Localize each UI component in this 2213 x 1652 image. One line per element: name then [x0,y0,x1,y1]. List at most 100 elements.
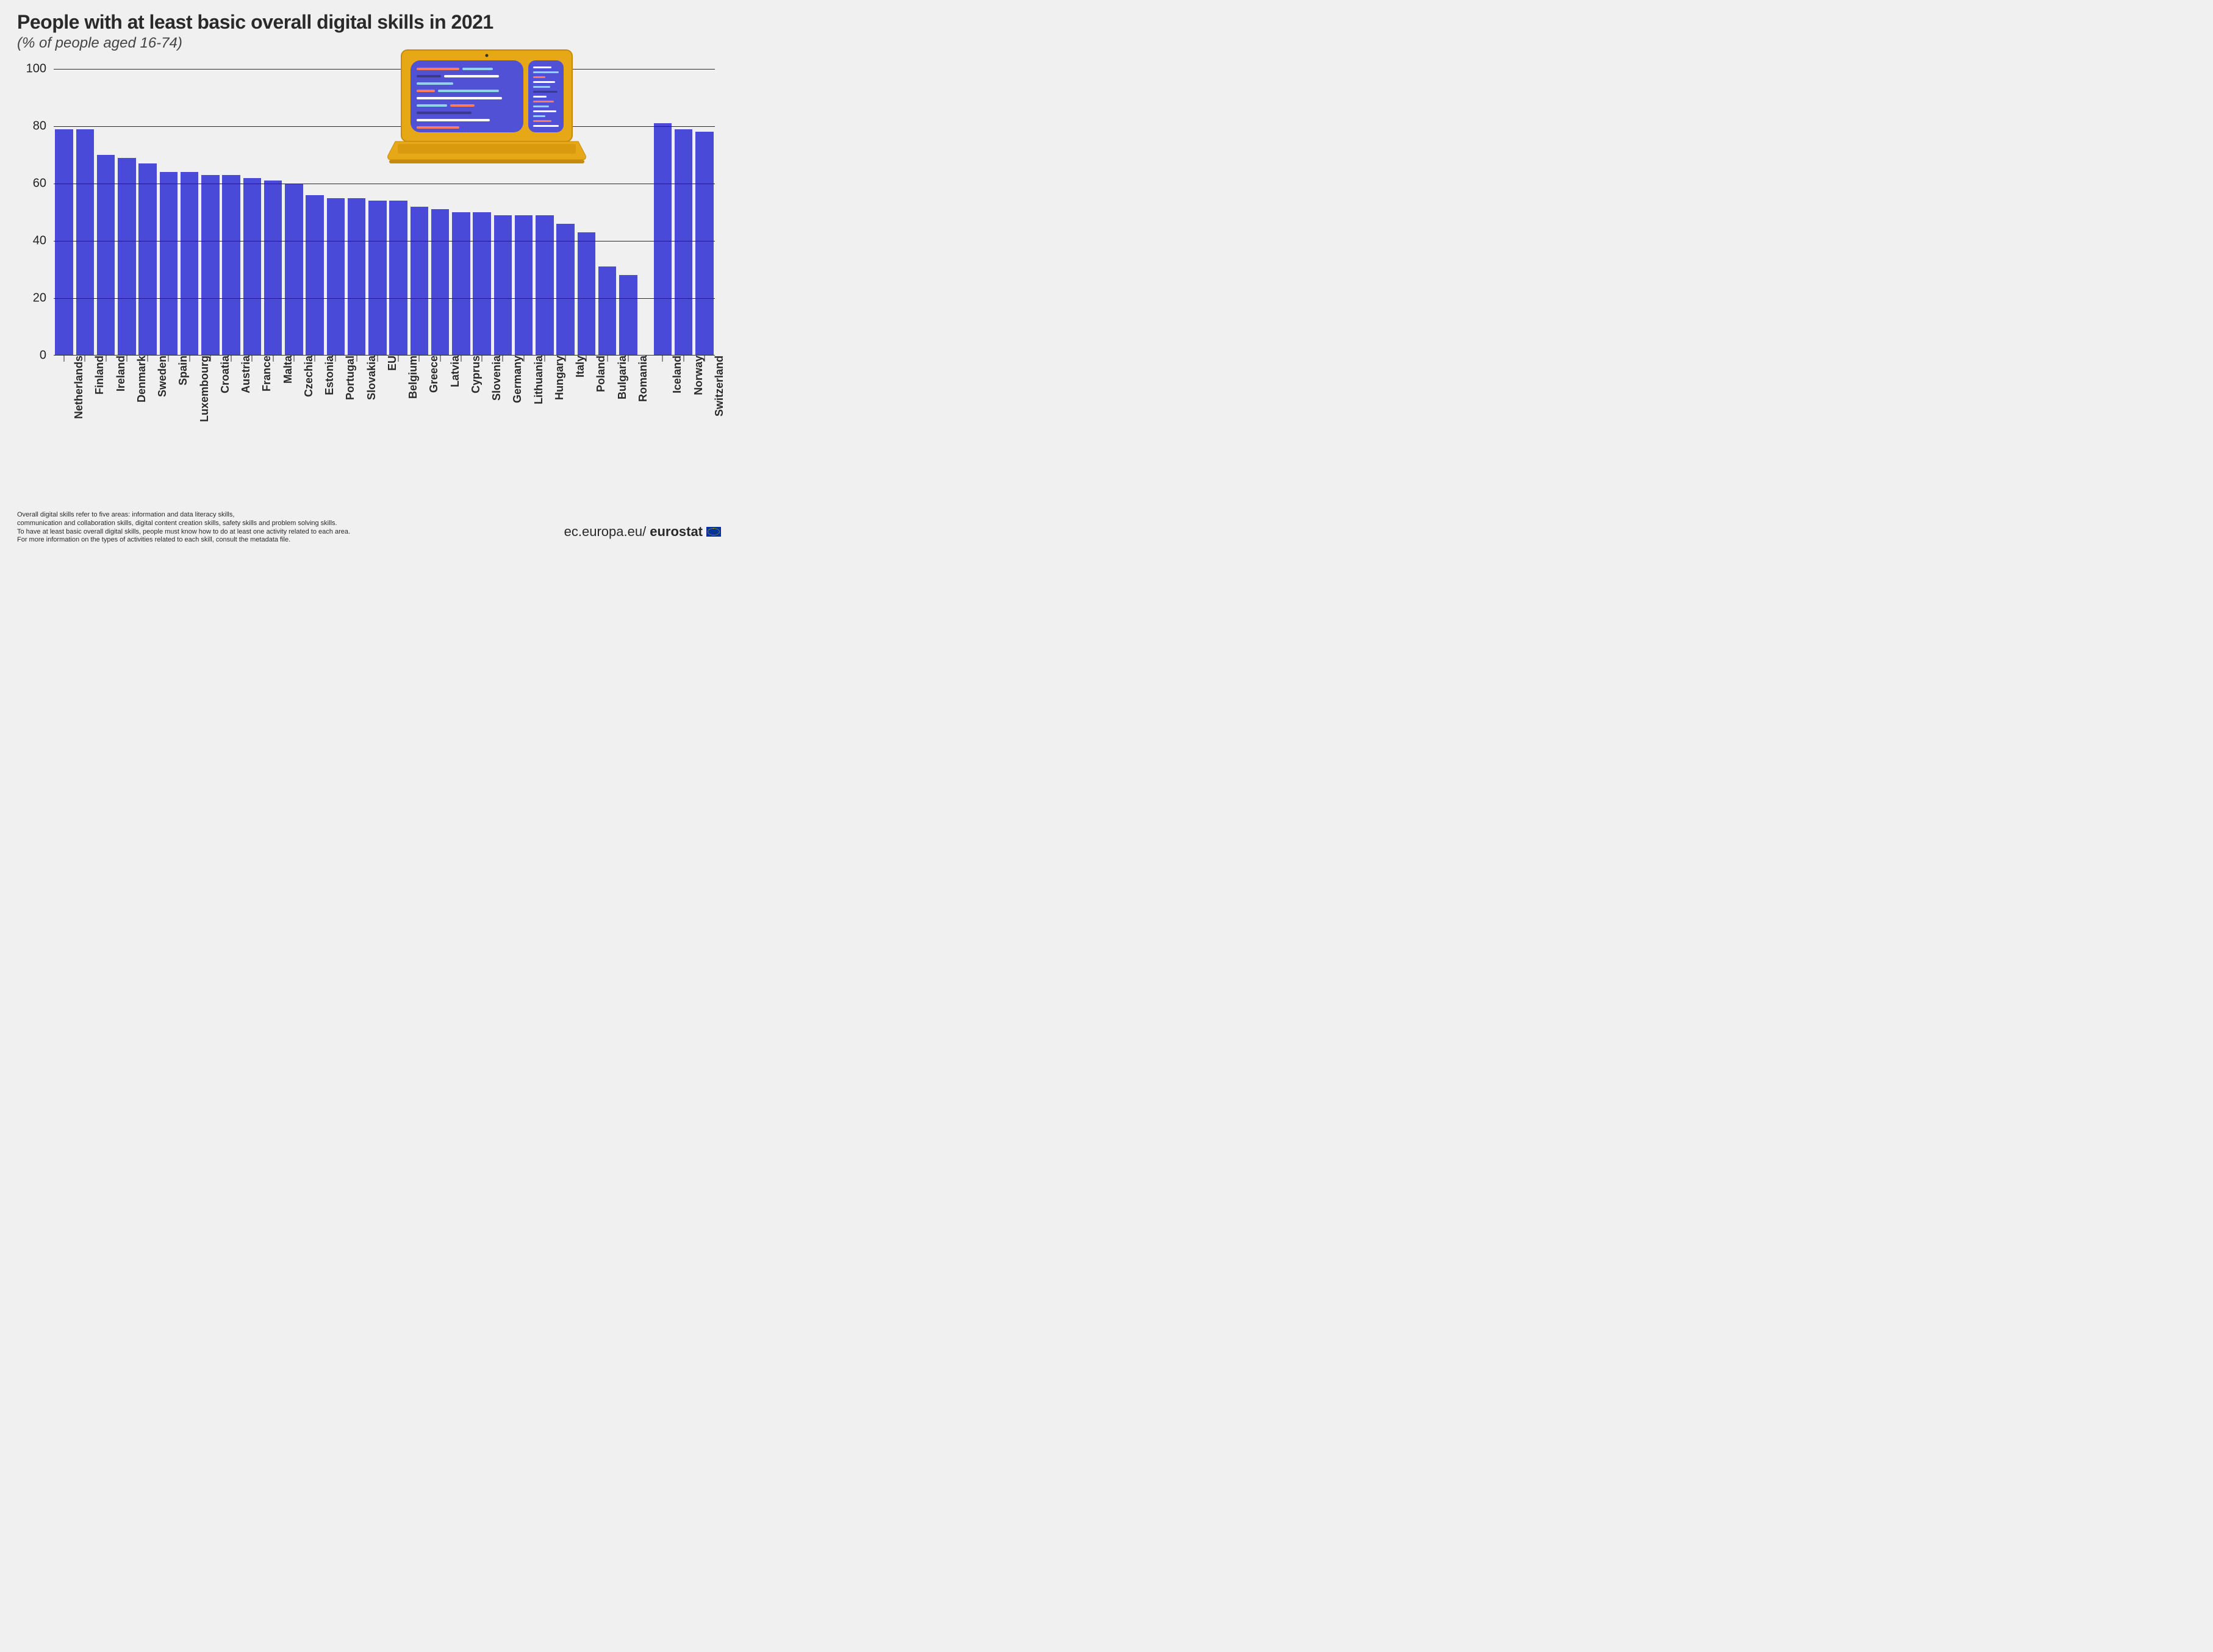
bar [222,175,240,356]
bar-slot: Bulgaria [597,69,618,356]
bar [201,175,219,356]
source-prefix: ec.europa.eu/ [564,524,647,540]
bar [306,195,323,356]
footnote-line: For more information on the types of act… [17,536,350,545]
xtick-label: Bulgaria [608,356,629,399]
xtick-label: Belgium [398,356,420,399]
ytick-label: 60 [33,177,54,191]
xtick-label: Czechia [294,356,315,397]
xtick-label: Slovakia [357,356,378,400]
bar [327,198,345,356]
bar-slot: Romania [618,69,639,356]
bar [76,129,94,356]
xtick-label: Sweden [148,356,169,397]
xtick-label: Germany [503,356,524,403]
bar-slot: Malta [263,69,284,356]
bar [118,158,135,356]
xtick-label: Lithuania [524,356,545,404]
bar [243,178,261,356]
xtick-label: Italy [565,356,587,377]
bar-slot: Finland [74,69,95,356]
bar [675,129,692,356]
footnote-line: communication and collaboration skills, … [17,520,350,528]
bar [368,201,386,356]
bar [619,275,637,356]
bar [264,181,282,356]
footnotes: Overall digital skills refer to five are… [17,511,350,545]
bar [556,224,574,356]
bar [285,184,303,356]
xtick-label: Poland [586,356,608,392]
bar [536,215,553,356]
source-attribution: ec.europa.eu/eurostat [564,524,721,540]
bar [138,163,156,356]
xtick-label: Ireland [106,356,127,392]
xtick-label: EU [378,356,399,371]
footnote-line: To have at least basic overall digital s… [17,528,350,537]
bar-slot: France [242,69,262,356]
xtick-label: Latvia [440,356,462,387]
xtick-label: Croatia [210,356,232,393]
bar [654,123,672,356]
bar [578,232,595,356]
xtick-label: France [252,356,273,392]
chart-area: NetherlandsFinlandIrelandDenmarkSwedenSp… [17,69,721,459]
bar [452,212,470,356]
bar [160,172,178,356]
chart-subtitle: (% of people aged 16-74) [17,35,721,52]
bar-slot: Portugal [325,69,346,356]
bar-slot: Slovakia [346,69,367,356]
bar-slot: Austria [221,69,242,356]
source-brand: eurostat [650,524,703,540]
bar [97,155,115,356]
xtick-label: Hungary [545,356,566,400]
bar-slot: Luxembourg [179,69,200,356]
xtick-label: Greece [419,356,440,393]
bar-slot: Czechia [284,69,304,356]
plot-area: NetherlandsFinlandIrelandDenmarkSwedenSp… [54,69,715,356]
xtick-label: Estonia [315,356,336,395]
chart-title: People with at least basic overall digit… [17,11,721,34]
bar [389,201,407,356]
bar [494,215,512,356]
xtick-label: Austria [231,356,253,393]
ytick-label: 40 [33,234,54,248]
xtick-label: Cyprus [461,356,482,393]
gridline [54,298,715,299]
bar [515,215,533,356]
eu-flag-icon [706,527,721,537]
xtick-label: Iceland [662,356,684,393]
xtick-label: Netherlands [64,356,85,419]
ytick-label: 80 [33,120,54,134]
xtick-label: Luxembourg [190,356,211,422]
bar [431,209,449,356]
laptop-icon [383,47,590,169]
xtick-label: Slovenia [482,356,503,401]
ytick-label: 20 [33,291,54,306]
bar-slot: Denmark [117,69,137,356]
bar-slot: Estonia [304,69,325,356]
xtick-label: Romania [628,356,650,402]
bar-slot: Norway [673,69,694,356]
ytick-label: 0 [40,349,54,363]
xtick-label: Finland [85,356,106,395]
chart-container: People with at least basic overall digit… [0,0,738,551]
bar-slot: Netherlands [54,69,74,356]
x-axis-line [54,355,715,356]
bar-slot: Sweden [137,69,158,356]
ytick-label: 100 [26,62,54,76]
bar [181,172,198,356]
bar-slot: Iceland [652,69,673,356]
bar [695,132,713,356]
xtick-label: Norway [684,356,705,395]
group-gap [639,69,652,356]
xtick-label: Malta [273,356,295,384]
bar [55,129,73,356]
xtick-label: Switzerland [705,356,726,417]
xtick-label: Denmark [127,356,148,402]
bar-slot: Switzerland [694,69,715,356]
footnote-line: Overall digital skills refer to five are… [17,511,350,520]
bar [473,212,490,356]
bar [348,198,365,356]
xtick-label: Portugal [335,356,357,400]
